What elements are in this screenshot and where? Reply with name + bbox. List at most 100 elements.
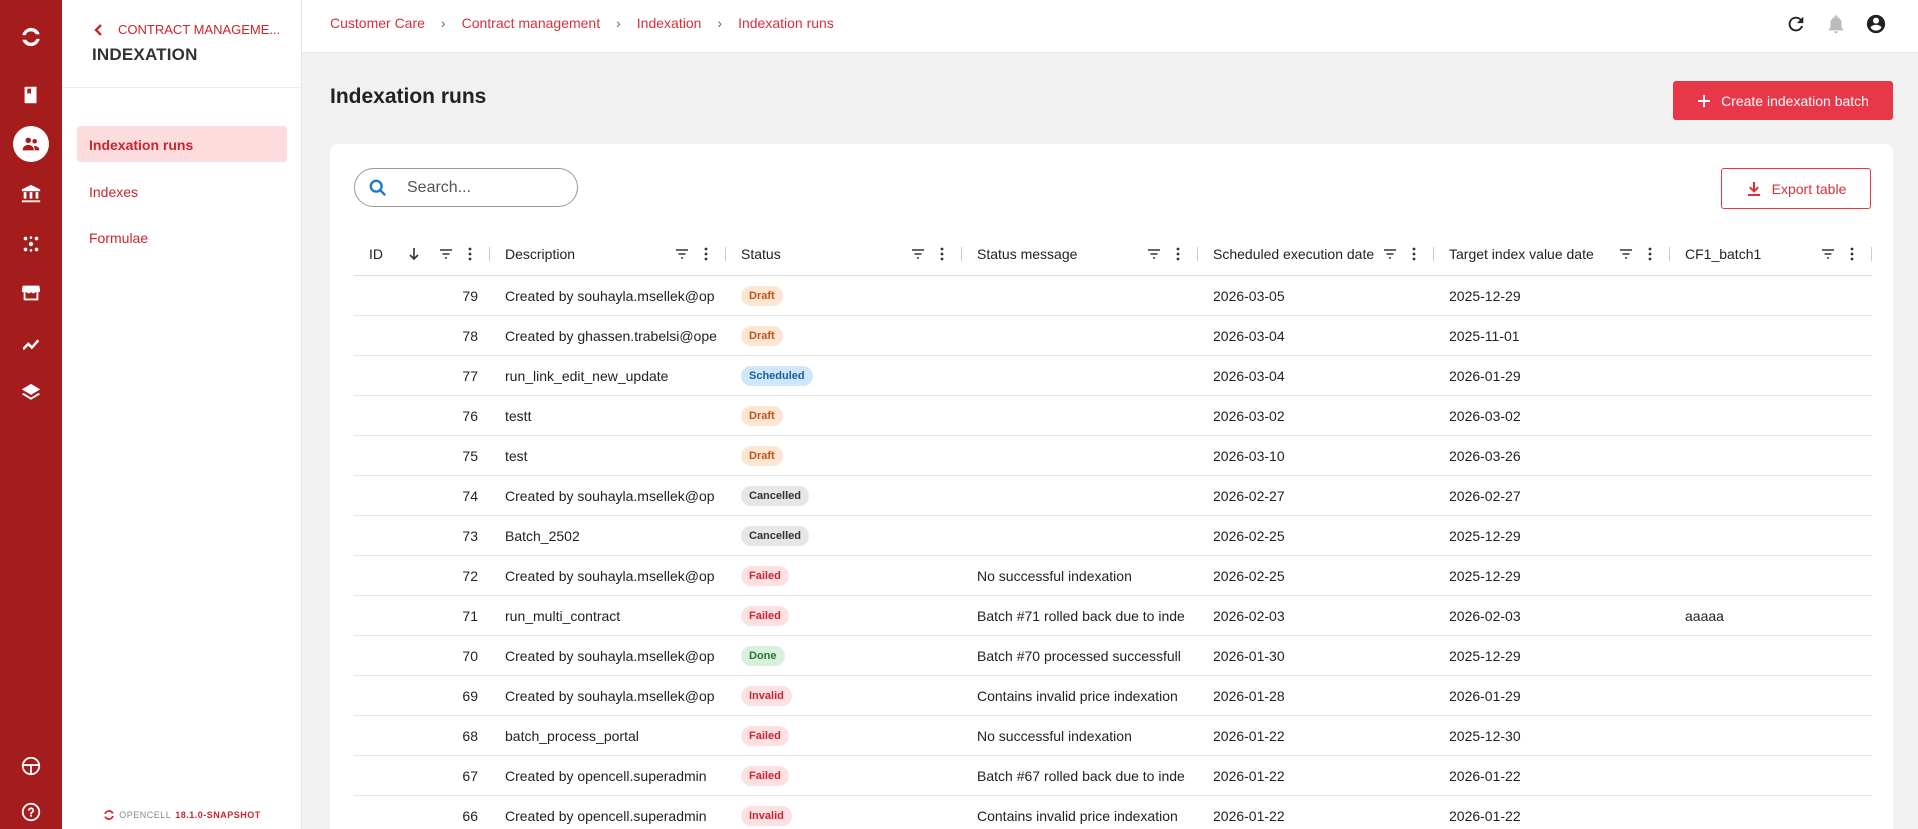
status-badge: Cancelled [741,525,809,546]
layers-icon[interactable] [15,377,47,409]
trending-up-icon[interactable] [15,327,47,359]
column-menu-icon[interactable] [1642,246,1658,265]
book-icon[interactable] [15,79,47,111]
download-icon [1747,181,1760,196]
sort-descending-icon[interactable] [407,247,421,261]
column-header-id[interactable]: ID [354,232,490,276]
nav-item-formulae[interactable]: Formulae [89,230,149,246]
column-divider[interactable] [1197,246,1198,261]
filter-icon[interactable] [910,246,926,265]
filter-icon[interactable] [1820,246,1836,265]
cell-target-index-value-date: 2025-12-30 [1449,727,1521,744]
column-menu-icon[interactable] [934,246,950,265]
filter-icon[interactable] [674,246,690,265]
column-header-status-message[interactable]: Status message [962,232,1198,276]
column-header-status[interactable]: Status [726,232,962,276]
filter-icon[interactable] [438,246,454,265]
table-row[interactable]: 74 Created by souhayla.msellek@op Cancelle… [354,476,1872,516]
cell-target-index-value-date: 2026-03-26 [1449,447,1521,464]
export-button-label: Export table [1771,180,1847,197]
cell-status: Cancelled [726,525,962,546]
cell-id: 74 [462,487,478,504]
column-divider[interactable] [961,246,962,261]
column-divider[interactable] [725,246,726,261]
cell-status-message: Batch #70 processed successfull [977,647,1181,664]
filter-icon[interactable] [1146,246,1162,265]
export-table-button[interactable]: Export table [1721,168,1871,209]
breadcrumb-customer-care[interactable]: Customer Care [330,15,425,31]
cell-target-index-value-date: 2025-12-29 [1449,647,1521,664]
column-header-target-index-value-date[interactable]: Target index value date [1434,232,1670,276]
column-divider[interactable] [1871,246,1872,261]
table-row[interactable]: 76 testt Draft 2026-03-02 2026-03-02 [354,396,1872,436]
table-row[interactable]: 68 batch_process_portal Failed No successfu… [354,716,1872,756]
cell-cf1-batch1: aaaaa [1685,607,1724,624]
table-row[interactable]: 72 Created by souhayla.msellek@op Failed No… [354,556,1872,596]
table-row[interactable]: 70 Created by souhayla.msellek@op Done Batc… [354,636,1872,676]
top-bar: Customer Care › Contract management › In… [302,0,1918,53]
refresh-icon[interactable] [1784,12,1808,36]
table-row[interactable]: 69 Created by souhayla.msellek@op Invalid C… [354,676,1872,716]
bell-icon[interactable] [1824,12,1848,36]
status-badge: Done [741,645,785,666]
chevron-right-icon: › [717,15,723,31]
plus-icon [1698,94,1711,107]
filter-icon[interactable] [1618,246,1634,265]
column-divider[interactable] [1669,246,1670,261]
column-menu-icon[interactable] [1170,246,1186,265]
cell-id: 79 [462,287,478,304]
breadcrumb-indexation-runs[interactable]: Indexation runs [738,15,834,31]
language-icon[interactable] [15,750,47,782]
status-badge: Failed [741,565,789,586]
dots-grid-icon[interactable] [15,228,47,260]
nav-item-indexes[interactable]: Indexes [89,184,139,200]
cell-scheduled-execution-date: 2026-03-04 [1213,367,1285,384]
column-menu-icon[interactable] [462,246,478,265]
back-link[interactable]: CONTRACT MANAGEME... [92,22,301,37]
cell-description: Created by opencell.superadmin [505,767,707,784]
cell-target-index-value-date: 2025-12-29 [1449,527,1521,544]
column-divider[interactable] [489,246,490,261]
table-row[interactable]: 67 Created by opencell.superadmin Failed Ba… [354,756,1872,796]
customer-care-icon[interactable] [13,126,49,162]
opencell-logo-icon[interactable] [15,21,47,53]
account-icon[interactable] [1864,12,1888,36]
table-row[interactable]: 77 run_link_edit_new_update Scheduled 2026-… [354,356,1872,396]
cell-id: 77 [462,367,478,384]
cell-status: Failed [726,765,962,786]
filter-icon[interactable] [1382,246,1398,265]
chevron-left-icon [94,23,102,36]
search-input[interactable] [407,178,557,197]
help-icon[interactable] [15,796,47,828]
breadcrumb-contract-management[interactable]: Contract management [461,15,601,31]
column-header-cf1-batch1[interactable]: CF1_batch1 [1670,232,1872,276]
column-menu-icon[interactable] [698,246,714,265]
column-menu-icon[interactable] [1844,246,1860,265]
column-header-description[interactable]: Description [490,232,726,276]
cell-id: 76 [462,407,478,424]
cell-status: Draft [726,325,962,346]
table-row[interactable]: 66 Created by opencell.superadmin Invalid C… [354,796,1872,829]
status-badge: Draft [741,325,783,346]
column-divider[interactable] [1433,246,1434,261]
table-row[interactable]: 75 test Draft 2026-03-10 2026-03-26 [354,436,1872,476]
table-row[interactable]: 78 Created by ghassen.trabelsi@ope Draft 20… [354,316,1872,356]
table-row[interactable]: 73 Batch_2502 Cancelled 2026-02-25 2025-12-2… [354,516,1872,556]
column-menu-icon[interactable] [1406,246,1422,265]
table-row[interactable]: 71 run_multi_contract Failed Batch #71 roll… [354,596,1872,636]
table-row[interactable]: 79 Created by souhayla.msellek@op Draft 202… [354,276,1872,316]
cell-description: test [505,447,528,464]
bank-icon[interactable] [15,178,47,210]
cell-description: run_multi_contract [505,607,621,624]
cell-target-index-value-date: 2026-01-22 [1449,807,1521,824]
column-header-label: Status message [977,245,1078,262]
breadcrumb-indexation[interactable]: Indexation [636,15,702,31]
cell-status: Invalid [726,685,962,706]
nav-item-indexation-runs[interactable]: Indexation runs [77,126,287,162]
store-icon[interactable] [15,277,47,309]
create-indexation-batch-button[interactable]: Create indexation batch [1673,81,1893,120]
cell-description: Created by souhayla.msellek@op [505,687,715,704]
secondary-nav: CONTRACT MANAGEME... INDEXATION Indexati… [62,0,302,829]
column-header-scheduled-execution-date[interactable]: Scheduled execution date [1198,232,1434,276]
cell-scheduled-execution-date: 2026-02-27 [1213,487,1285,504]
